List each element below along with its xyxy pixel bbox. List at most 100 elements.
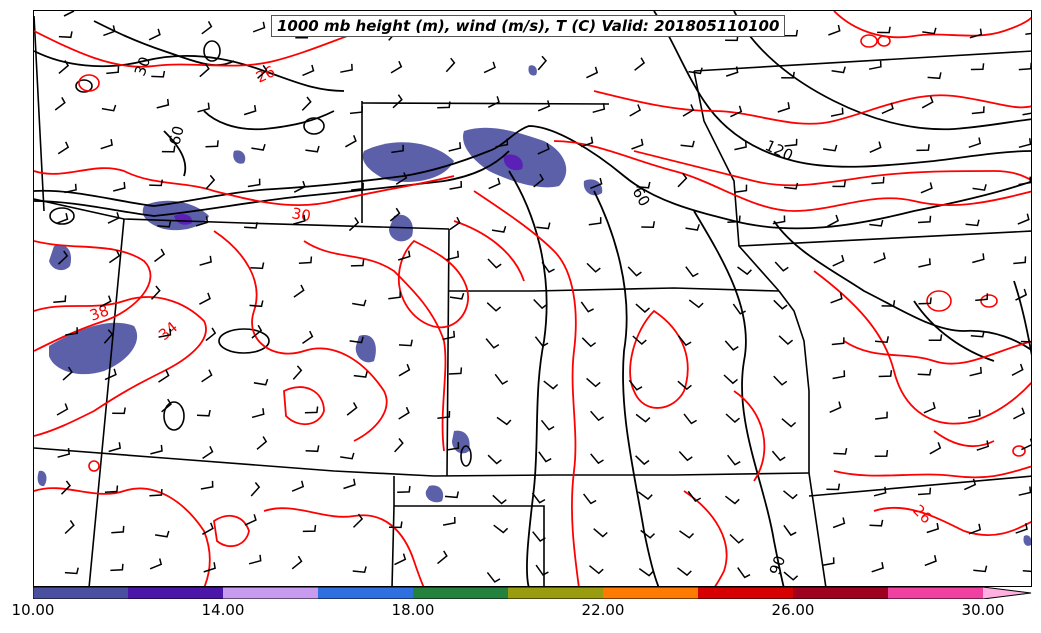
wind-barb (927, 72, 942, 80)
wind-barb (737, 266, 752, 276)
wind-barb (388, 291, 401, 300)
wind-barb (920, 182, 933, 194)
wind-barb (1018, 486, 1031, 496)
wind-barb (201, 369, 213, 383)
wind-barb (688, 299, 704, 309)
wind-barb (581, 337, 597, 348)
wind-barb (395, 172, 408, 185)
wind-barb (918, 297, 932, 305)
temperature-label: 34 (155, 318, 181, 344)
wind-barb (637, 491, 653, 500)
wind-barb (437, 101, 451, 109)
wind-barb (257, 64, 268, 79)
wind-barb (543, 380, 559, 390)
wind-barb (1022, 112, 1031, 116)
colorbar-segment (318, 587, 413, 599)
wind-barb (150, 285, 161, 300)
wind-barb (734, 141, 747, 151)
wind-barb (969, 28, 983, 39)
wind-barb (537, 143, 550, 155)
wind-barb (590, 177, 603, 189)
wind-barb (827, 214, 840, 227)
wind-barb (975, 293, 989, 302)
wind-barb (592, 103, 606, 114)
colorbar-segment (793, 587, 888, 599)
wind-barb (773, 299, 788, 310)
wind-barb (244, 514, 257, 526)
wind-barb (967, 409, 981, 419)
wind-barb (112, 407, 126, 415)
wind-barb (634, 57, 646, 71)
wind-barb (148, 28, 161, 41)
wind-barb (869, 519, 884, 527)
wind-barb (202, 522, 214, 535)
wind-barb (635, 303, 650, 313)
wind-barb (64, 567, 79, 575)
wind-barb (158, 369, 170, 383)
wind-barb (590, 410, 605, 422)
wind-barb (205, 327, 217, 342)
height-label: 30 (131, 54, 154, 78)
wind-barb (536, 222, 551, 230)
wind-barb (348, 217, 360, 232)
temperature-label: 26 (253, 62, 278, 86)
precip-patch (362, 142, 454, 182)
wind-barb (677, 173, 688, 188)
wind-barb (103, 25, 116, 37)
colorbar-segment (33, 587, 128, 599)
wind-barb (871, 561, 884, 573)
wind-barb (970, 63, 985, 71)
wind-barb (397, 485, 411, 493)
wind-barb (108, 442, 122, 453)
wind-barb (679, 530, 695, 539)
wind-barb (635, 413, 651, 423)
wind-barb (345, 135, 357, 148)
wind-barb (917, 487, 932, 496)
wind-barb (586, 262, 601, 273)
wind-barb (54, 97, 66, 111)
wind-barb (875, 411, 888, 420)
wind-barb (149, 179, 164, 187)
wind-barb (390, 60, 403, 74)
wind-barb (491, 225, 507, 233)
temperature-closed-contours (78, 34, 1026, 472)
wind-barb (437, 550, 448, 565)
wind-barb (968, 137, 982, 149)
wind-barb (917, 215, 932, 224)
wind-barb (1025, 32, 1031, 35)
wind-barb (972, 184, 987, 191)
wind-barb (586, 377, 601, 388)
wind-barb (56, 403, 69, 416)
wind-barb (199, 255, 212, 266)
wind-barb (590, 453, 604, 465)
wind-barb (445, 57, 456, 73)
precip-patch (528, 65, 537, 76)
wind-barb (1018, 176, 1031, 186)
wind-barb (492, 494, 507, 505)
wind-barb (631, 138, 644, 150)
wind-barb (150, 444, 163, 455)
precip-patch (37, 470, 47, 487)
wind-barb (968, 523, 982, 535)
wind-barb (350, 259, 365, 267)
wind-barb (394, 553, 407, 566)
wind-barb (442, 330, 456, 341)
wind-barb (924, 555, 937, 567)
wind-barb (352, 566, 367, 574)
wind-barb (783, 490, 798, 500)
wind-barb (832, 254, 845, 267)
wind-barb (533, 173, 544, 188)
wind-barb (916, 144, 930, 152)
wind-barb (683, 413, 697, 425)
wind-barb (113, 181, 126, 192)
wind-barb (486, 302, 502, 312)
wind-barb (970, 330, 985, 338)
wind-barb (110, 563, 124, 572)
wind-barb (103, 329, 114, 344)
wind-barb (394, 438, 404, 453)
wind-barb (107, 212, 120, 224)
wind-barb (828, 24, 841, 36)
precip-patch (233, 150, 246, 164)
map-panel: 30 60 60 120 90 26 30 38 34 26 (33, 10, 1032, 587)
wind-barb (873, 252, 886, 264)
